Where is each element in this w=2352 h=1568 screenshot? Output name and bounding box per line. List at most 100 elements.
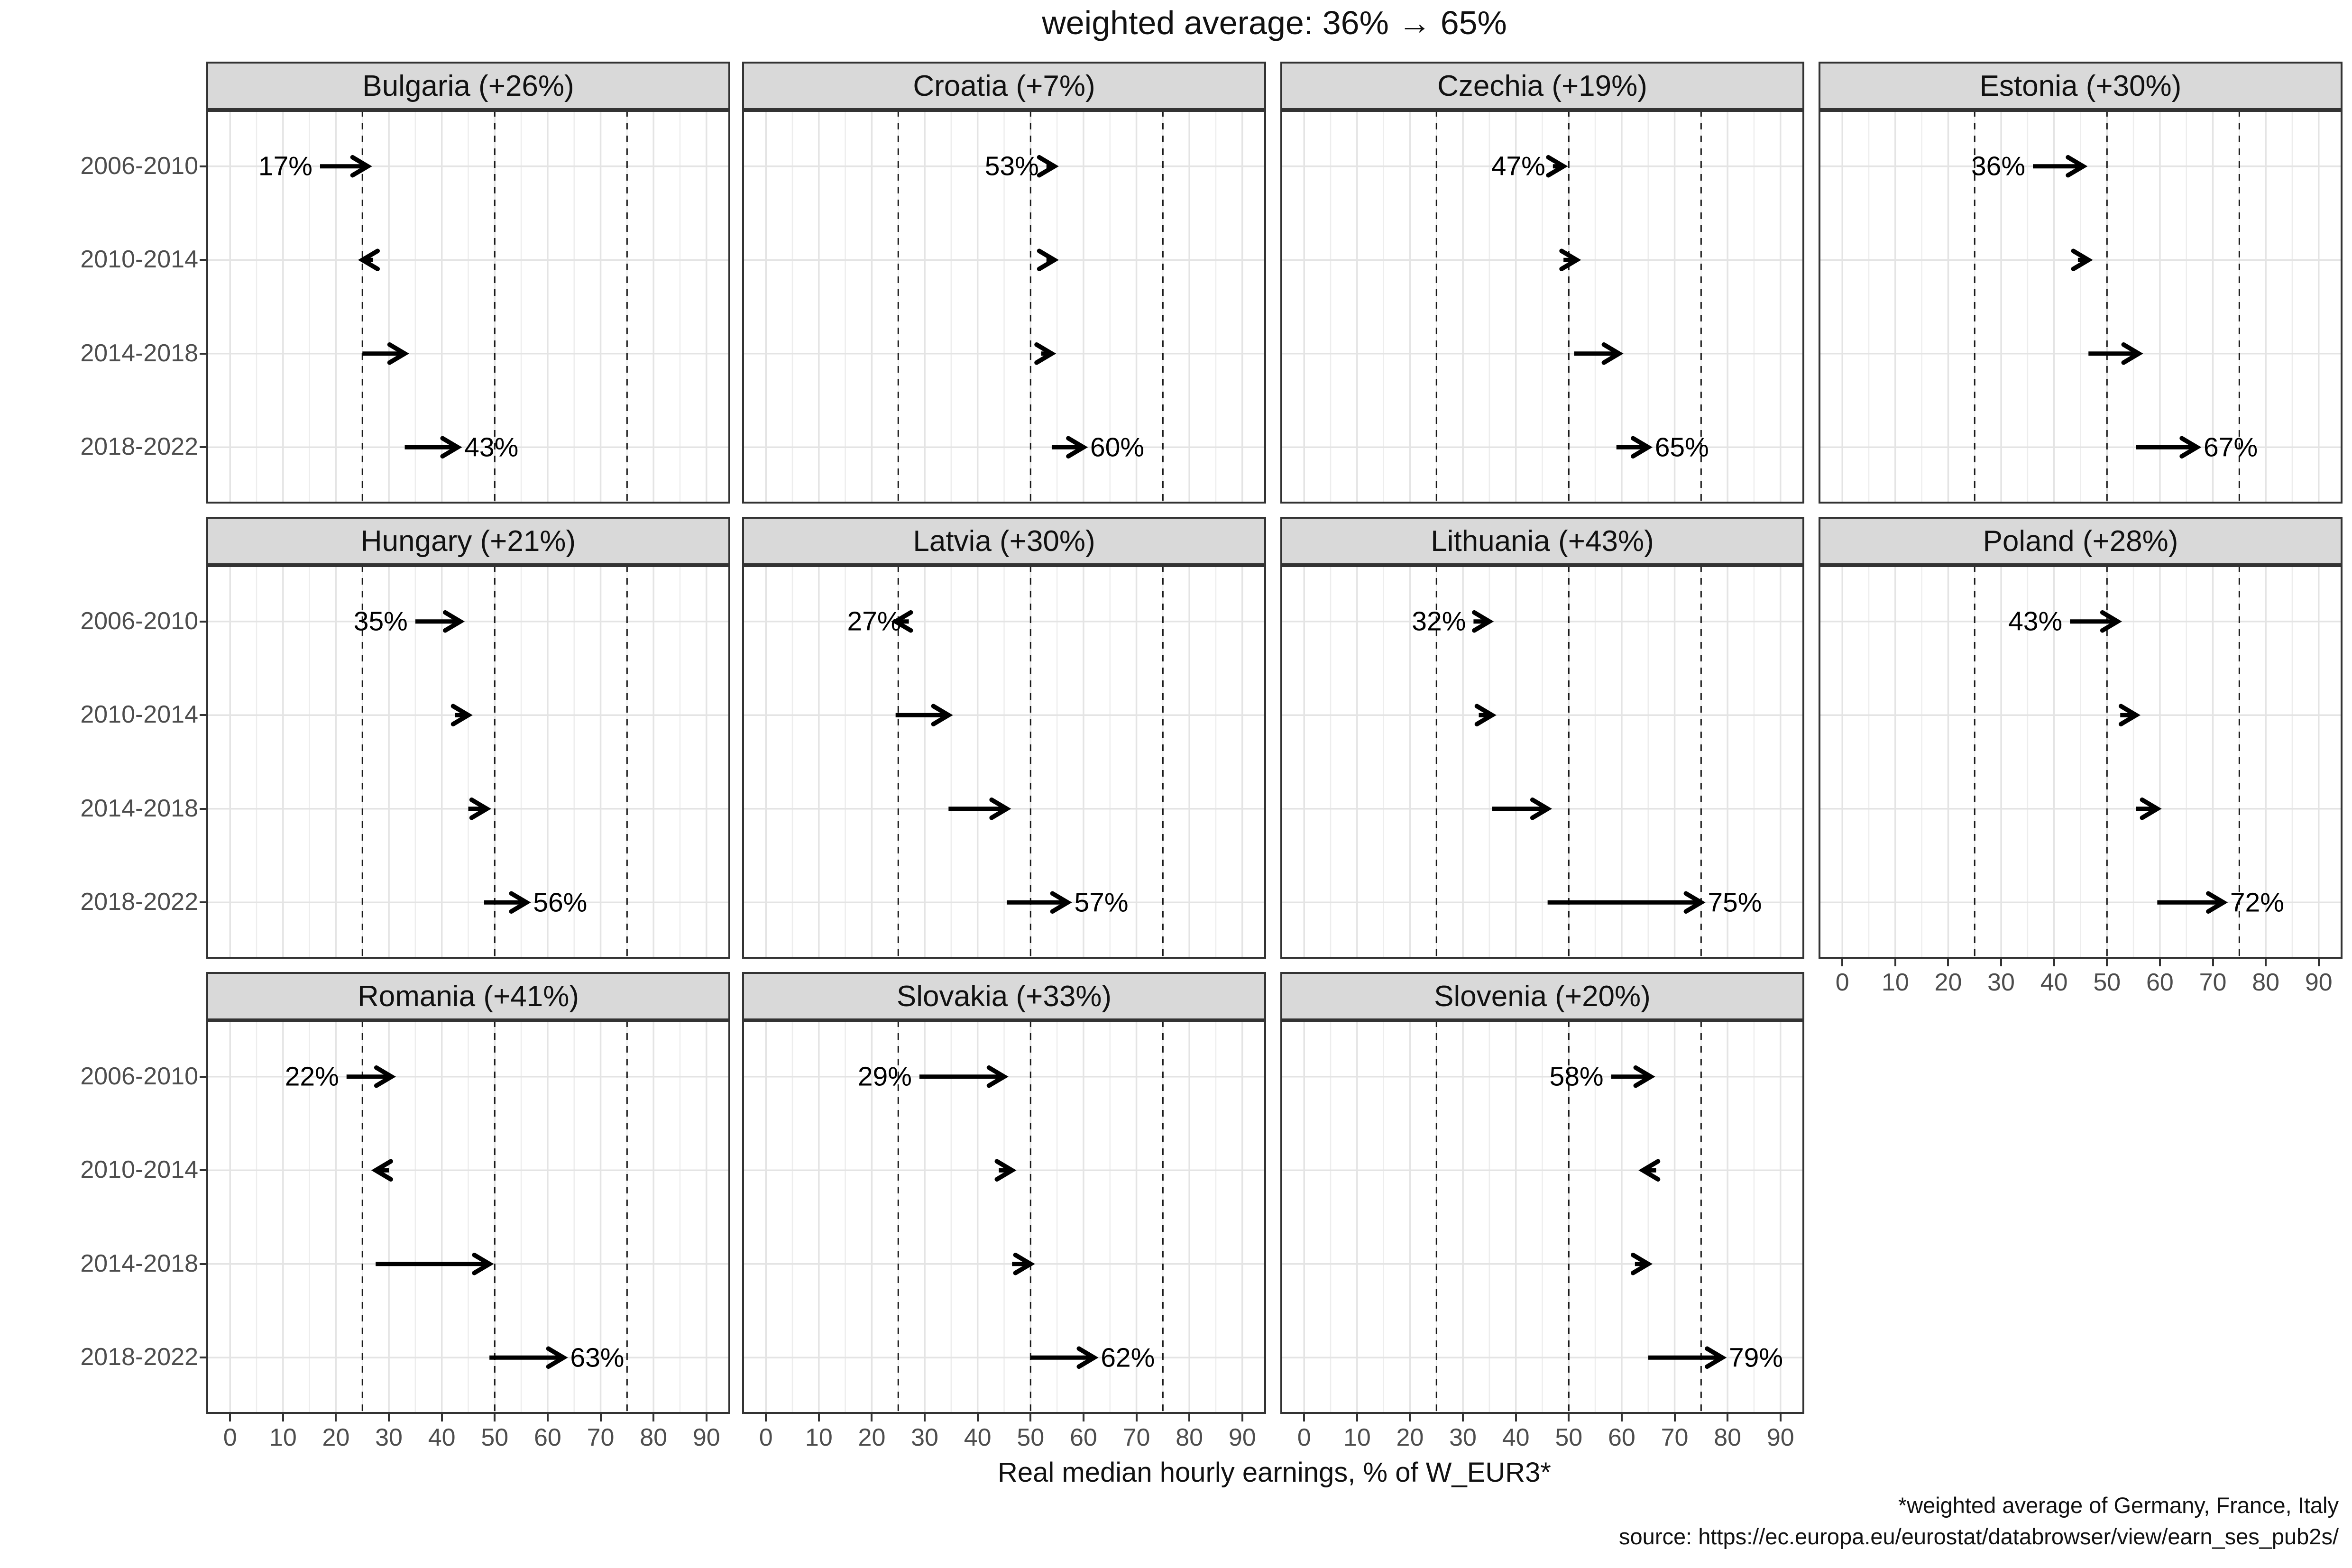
x-axis-label: 60 [1608, 1424, 1635, 1451]
x-axis-tick [871, 1414, 873, 1421]
facet-title: Hungary (+21%) [360, 524, 576, 558]
end-value-label: 60% [1090, 432, 1144, 462]
facet-panel-romania: 22% 63% [206, 1020, 730, 1414]
x-axis-label: 70 [2199, 969, 2227, 996]
y-axis-label: 2010-2014 [80, 1156, 198, 1184]
facet-panel-hungary: 35% 56% [206, 565, 730, 959]
facet-title: Latvia (+30%) [913, 524, 1095, 558]
end-value-label: 75% [1708, 887, 1762, 917]
x-axis-tick [1409, 1414, 1411, 1421]
start-value-label: 43% [2008, 606, 2062, 637]
x-axis-tick [652, 1414, 655, 1421]
end-value-label: 65% [1655, 432, 1709, 462]
facet-panel-lithuania: 32% 75% [1280, 565, 1804, 959]
y-axis-label: 2014-2018 [80, 1249, 198, 1277]
facet-canvas-romania: 22% 63% [206, 1020, 730, 1414]
facet-title: Czechia (+19%) [1437, 69, 1647, 102]
x-axis-tick [765, 1414, 767, 1421]
x-axis-label: 40 [964, 1424, 992, 1451]
end-value-label: 72% [2230, 887, 2284, 917]
x-axis-tick [599, 1414, 602, 1421]
x-axis-label: 20 [858, 1424, 886, 1451]
end-value-label: 62% [1101, 1342, 1155, 1373]
facet-canvas-poland: 43% 72% [1819, 565, 2343, 959]
x-axis-tick [2106, 959, 2108, 966]
y-axis-label: 2010-2014 [80, 701, 198, 729]
facet-canvas-lithuania: 32% 75% [1280, 565, 1804, 959]
facet-canvas-czechia: 47% 65% [1280, 110, 1804, 504]
x-axis-label: 40 [2040, 969, 2068, 996]
facet-title: Romania (+41%) [358, 980, 579, 1013]
x-axis-tick [1727, 1414, 1729, 1421]
end-value-label: 43% [464, 432, 518, 462]
y-axis-label: 2010-2014 [80, 246, 198, 274]
x-axis-label: 70 [587, 1424, 615, 1451]
x-axis-tick [1303, 1414, 1305, 1421]
x-axis-label: 60 [2146, 969, 2174, 996]
x-axis-tick [1568, 1414, 1570, 1421]
x-axis-label: 50 [1017, 1424, 1045, 1451]
x-axis-tick [441, 1414, 443, 1421]
facet-title: Slovakia (+33%) [896, 980, 1112, 1013]
x-axis-label: 20 [322, 1424, 350, 1451]
x-axis-label: 80 [640, 1424, 668, 1451]
y-axis-label: 2006-2010 [80, 607, 198, 635]
x-axis-tick [2000, 959, 2003, 966]
end-value-label: 63% [570, 1342, 624, 1373]
facet-strip-poland: Poland (+28%) [1819, 517, 2343, 565]
end-value-label: 56% [533, 887, 587, 917]
end-value-label: 67% [2204, 432, 2258, 462]
x-axis-label: 20 [1396, 1424, 1424, 1451]
x-axis-label: 60 [1070, 1424, 1097, 1451]
start-value-label: 36% [1971, 151, 2025, 182]
y-axis-tick [200, 165, 207, 167]
facet-canvas-estonia: 36% 67% [1819, 110, 2343, 504]
y-axis-label: 2018-2022 [80, 1343, 198, 1371]
facet-panel-estonia: 36% 67% [1819, 110, 2343, 504]
facet-canvas-bulgaria: 17% 43% [206, 110, 730, 504]
y-axis-tick [200, 1075, 207, 1078]
x-axis-label: 40 [428, 1424, 456, 1451]
facet-panel-slovakia: 29% 62% [742, 1020, 1266, 1414]
x-axis-tick [282, 1414, 284, 1421]
x-axis-tick [388, 1414, 390, 1421]
x-axis-label: 80 [1714, 1424, 1742, 1451]
x-axis-tick [1841, 959, 1844, 966]
x-axis-label: 70 [1661, 1424, 1689, 1451]
x-axis-label: 10 [1881, 969, 1909, 996]
start-value-label: 53% [985, 151, 1039, 182]
chart-title: weighted average: 36% → 65% [1042, 4, 1507, 41]
x-axis-label: 90 [1228, 1424, 1256, 1451]
x-axis-tick [1620, 1414, 1623, 1421]
x-axis-tick [1462, 1414, 1464, 1421]
x-axis-label: 60 [534, 1424, 561, 1451]
x-axis-tick [2212, 959, 2214, 966]
facet-title: Lithuania (+43%) [1431, 524, 1654, 558]
x-axis-label: 20 [1934, 969, 1962, 996]
x-axis-tick [546, 1414, 549, 1421]
facet-panel-poland: 43% 72% [1819, 565, 2343, 959]
facet-strip-bulgaria: Bulgaria (+26%) [206, 62, 730, 110]
y-axis-tick [200, 1357, 207, 1359]
x-axis-tick [1894, 959, 1896, 966]
x-axis-label: 40 [1502, 1424, 1530, 1451]
x-axis-label: 80 [2252, 969, 2280, 996]
facet-strip-slovakia: Slovakia (+33%) [742, 972, 1266, 1020]
y-axis-label: 2018-2022 [80, 433, 198, 461]
x-axis-tick [1135, 1414, 1138, 1421]
facet-title: Slovenia (+20%) [1434, 980, 1651, 1013]
x-axis-label: 50 [1555, 1424, 1583, 1451]
y-axis-tick [200, 620, 207, 623]
x-axis-tick [705, 1414, 707, 1421]
facet-strip-estonia: Estonia (+30%) [1819, 62, 2343, 110]
x-axis-tick [1356, 1414, 1358, 1421]
x-axis-tick [818, 1414, 820, 1421]
caption-line-1: *weighted average of Germany, France, It… [1898, 1493, 2339, 1518]
x-axis-label: 90 [2305, 969, 2333, 996]
x-axis-label: 80 [1176, 1424, 1204, 1451]
start-value-label: 58% [1550, 1062, 1604, 1092]
x-axis-label: 50 [2093, 969, 2121, 996]
y-axis-tick [200, 1263, 207, 1265]
facet-strip-hungary: Hungary (+21%) [206, 517, 730, 565]
x-axis-tick [976, 1414, 979, 1421]
